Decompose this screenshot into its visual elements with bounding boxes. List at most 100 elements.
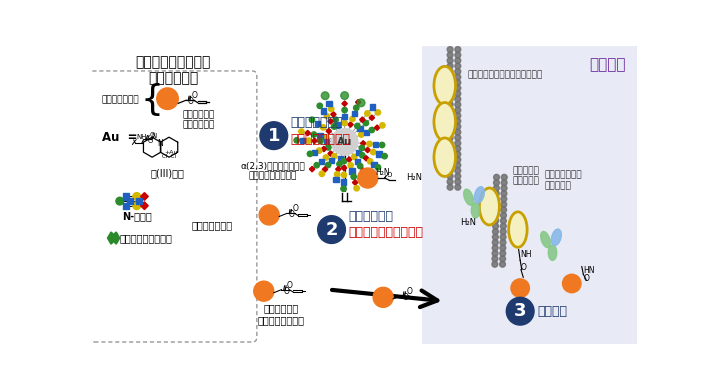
FancyBboxPatch shape [300, 138, 305, 143]
Circle shape [455, 173, 461, 179]
FancyBboxPatch shape [342, 114, 347, 119]
FancyBboxPatch shape [136, 198, 142, 204]
Circle shape [373, 287, 393, 307]
Text: ターゲティング: ターゲティング [290, 117, 343, 129]
Text: +Au: +Au [164, 150, 178, 155]
Polygon shape [369, 115, 375, 120]
Circle shape [501, 174, 507, 180]
Polygon shape [312, 138, 317, 144]
Circle shape [329, 106, 334, 112]
Circle shape [500, 234, 506, 240]
FancyBboxPatch shape [324, 139, 329, 144]
Circle shape [206, 187, 234, 215]
Text: 細胞表面の糖鎖認識タンパク質: 細胞表面の糖鎖認識タンパク質 [468, 70, 543, 79]
FancyBboxPatch shape [354, 159, 360, 164]
Circle shape [357, 163, 363, 169]
Circle shape [493, 180, 499, 186]
Circle shape [447, 96, 453, 102]
Circle shape [206, 188, 232, 214]
Circle shape [455, 74, 461, 80]
Circle shape [342, 172, 346, 178]
Text: プロバルギル
エステルプローブ: プロバルギル エステルプローブ [258, 303, 305, 325]
Circle shape [501, 212, 506, 218]
Polygon shape [331, 112, 336, 117]
Circle shape [455, 135, 461, 141]
Circle shape [294, 138, 300, 143]
Polygon shape [336, 166, 341, 172]
Circle shape [493, 229, 498, 235]
Text: O: O [288, 210, 295, 220]
Text: プロバルギル
エステル部位: プロバルギル エステル部位 [182, 110, 214, 130]
Circle shape [447, 113, 453, 119]
Circle shape [501, 229, 506, 235]
FancyBboxPatch shape [321, 108, 326, 113]
Text: 体内タギング治療に
使用する分子: 体内タギング治療に 使用する分子 [135, 55, 211, 85]
Polygon shape [365, 147, 371, 153]
Circle shape [348, 163, 354, 168]
Circle shape [365, 111, 370, 116]
Circle shape [492, 261, 498, 267]
Circle shape [455, 179, 461, 185]
Circle shape [455, 91, 461, 96]
Circle shape [358, 168, 378, 188]
Circle shape [455, 80, 461, 85]
FancyBboxPatch shape [338, 156, 344, 162]
Circle shape [357, 99, 365, 107]
Polygon shape [321, 146, 327, 152]
Circle shape [375, 110, 381, 115]
Text: HN: HN [584, 266, 595, 275]
FancyBboxPatch shape [327, 101, 332, 107]
Circle shape [455, 140, 461, 146]
Circle shape [317, 148, 322, 153]
Text: O: O [521, 263, 527, 272]
Circle shape [493, 191, 499, 196]
Text: NH: NH [520, 251, 532, 259]
Circle shape [447, 179, 453, 185]
Circle shape [259, 205, 279, 225]
Text: 1: 1 [268, 127, 280, 145]
FancyBboxPatch shape [351, 111, 357, 116]
FancyBboxPatch shape [373, 142, 378, 147]
Text: 3: 3 [514, 302, 526, 320]
Circle shape [376, 165, 381, 170]
Text: Cl  Cl: Cl Cl [162, 154, 176, 159]
Circle shape [492, 245, 498, 251]
Circle shape [501, 218, 506, 223]
Circle shape [133, 193, 141, 200]
Wedge shape [113, 232, 120, 244]
Circle shape [307, 151, 312, 157]
Circle shape [333, 117, 338, 122]
Circle shape [511, 279, 530, 297]
Ellipse shape [541, 232, 550, 248]
Circle shape [322, 92, 329, 100]
Circle shape [447, 151, 453, 157]
Circle shape [493, 196, 499, 202]
Text: O: O [147, 138, 153, 144]
Polygon shape [356, 100, 361, 105]
Circle shape [500, 261, 506, 267]
Text: 金(III)触媒: 金(III)触媒 [151, 168, 185, 178]
Circle shape [500, 240, 506, 245]
Ellipse shape [508, 212, 527, 247]
Circle shape [501, 185, 507, 191]
Circle shape [314, 163, 320, 168]
Circle shape [354, 105, 359, 110]
Text: O: O [187, 97, 194, 106]
Circle shape [493, 223, 498, 229]
Polygon shape [352, 180, 358, 185]
Circle shape [501, 196, 507, 202]
Ellipse shape [474, 187, 484, 203]
Text: 薬効発現: 薬効発現 [537, 305, 567, 318]
Polygon shape [328, 119, 333, 124]
Circle shape [455, 47, 461, 52]
Circle shape [363, 120, 368, 126]
Circle shape [350, 116, 355, 122]
FancyBboxPatch shape [341, 179, 346, 185]
Circle shape [359, 132, 364, 137]
Circle shape [342, 107, 347, 113]
FancyBboxPatch shape [349, 168, 355, 174]
Text: 2: 2 [325, 220, 338, 239]
Circle shape [379, 142, 385, 148]
Circle shape [506, 297, 534, 325]
Circle shape [306, 138, 311, 143]
